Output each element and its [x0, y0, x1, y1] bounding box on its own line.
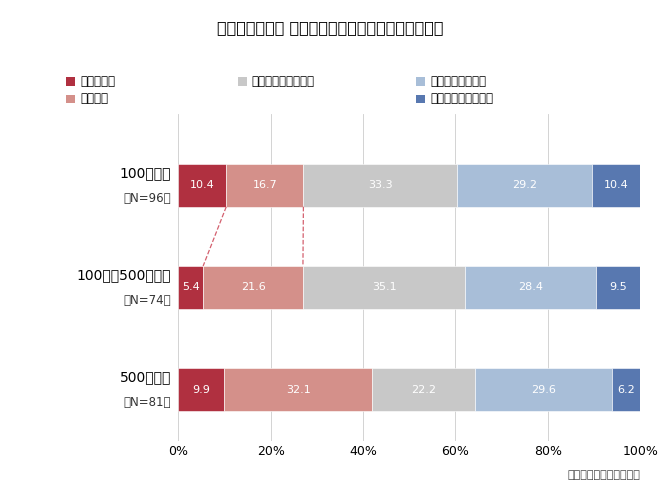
- Bar: [178, 164, 226, 207]
- Text: 21.6: 21.6: [241, 283, 265, 293]
- Bar: [465, 266, 597, 309]
- Text: 35.1: 35.1: [372, 283, 397, 293]
- Bar: [178, 266, 203, 309]
- Text: 32.1: 32.1: [286, 385, 310, 395]
- Text: 10.4: 10.4: [190, 180, 214, 190]
- Text: 《企業規模別》 現在、「中途採用」は順調ですか。: 《企業規模別》 現在、「中途採用」は順調ですか。: [216, 20, 444, 35]
- Text: （N=74）: （N=74）: [123, 294, 172, 307]
- Text: 10.4: 10.4: [604, 180, 628, 190]
- Text: 16.7: 16.7: [252, 180, 277, 190]
- Text: 28.4: 28.4: [518, 283, 543, 293]
- Text: 29.2: 29.2: [512, 180, 537, 190]
- Text: 29.6: 29.6: [531, 385, 556, 395]
- Bar: [475, 368, 612, 411]
- Text: どちらともいえない: どちらともいえない: [252, 75, 315, 88]
- Text: 6.2: 6.2: [617, 385, 635, 395]
- Text: やや順調: やや順調: [81, 93, 108, 105]
- Bar: [226, 164, 304, 207]
- Text: あまり順調でない: あまり順調でない: [430, 75, 486, 88]
- Text: 33.3: 33.3: [368, 180, 393, 190]
- Bar: [304, 164, 457, 207]
- Text: マンパワーグループ調べ: マンパワーグループ調べ: [568, 470, 640, 480]
- Bar: [203, 266, 303, 309]
- Bar: [457, 164, 592, 207]
- Text: 5.4: 5.4: [182, 283, 199, 293]
- Text: 22.2: 22.2: [411, 385, 436, 395]
- Bar: [178, 368, 224, 411]
- Text: 9.9: 9.9: [192, 385, 210, 395]
- Text: 100人～500人未満: 100人～500人未満: [77, 268, 172, 282]
- Bar: [224, 368, 372, 411]
- Text: 100人未満: 100人未満: [119, 166, 172, 180]
- Text: （N=81）: （N=81）: [124, 396, 172, 409]
- Bar: [592, 164, 640, 207]
- Text: まったく順調でない: まったく順調でない: [430, 93, 493, 105]
- Bar: [372, 368, 475, 411]
- Text: 9.5: 9.5: [609, 283, 627, 293]
- Bar: [612, 368, 640, 411]
- Bar: [303, 266, 465, 309]
- Text: とても順調: とても順調: [81, 75, 116, 88]
- Text: 500人以上: 500人以上: [120, 370, 172, 384]
- Bar: [597, 266, 640, 309]
- Text: （N=96）: （N=96）: [123, 192, 172, 205]
